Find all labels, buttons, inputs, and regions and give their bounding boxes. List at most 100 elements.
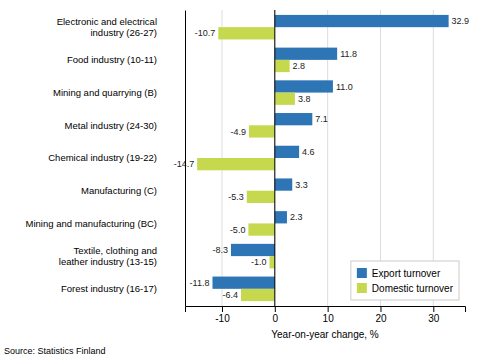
bar: [275, 15, 449, 27]
bar: [275, 60, 290, 72]
data-label: -1.0: [251, 257, 267, 267]
data-label: -5.0: [230, 225, 246, 235]
data-label: -8.3: [212, 245, 228, 255]
data-label: 32.9: [452, 16, 470, 26]
bar: [270, 256, 275, 268]
x-tick: 0: [273, 306, 279, 324]
y-tick-label: Food industry (10-11): [67, 54, 157, 65]
data-label: 3.3: [295, 180, 308, 190]
bar: [275, 80, 333, 92]
data-label: 4.6: [302, 147, 315, 157]
x-axis-title: Year-on-year change, %: [271, 329, 379, 340]
bar: [275, 113, 313, 125]
data-label: 2.3: [290, 212, 303, 222]
y-tick-label-line: Food industry (10-11): [67, 54, 157, 65]
bar: [248, 223, 274, 235]
data-label: 2.8: [293, 61, 306, 71]
plot: 32.9 11.8 11.0 7.1 4.6 3.3 2.3 -8.3 -11.8 -10.7 2.…: [26, 10, 470, 340]
data-label: -5.3: [228, 192, 244, 202]
y-tick: Mining and quarrying (B): [53, 87, 185, 98]
x-tick-mark: [275, 306, 276, 312]
bar-series: [197, 27, 295, 301]
bar: [249, 125, 275, 137]
y-tick-label-line: Metal industry (24-30): [65, 120, 157, 131]
x-tick-label: 20: [375, 313, 387, 324]
bar-series: [212, 15, 448, 289]
y-axis: Electronic and electricalindustry (26-27…: [26, 11, 186, 307]
data-label: -11.8: [190, 278, 210, 288]
bar: [275, 48, 337, 60]
y-tick: Textile, clothing andleather industry (1…: [59, 245, 185, 266]
bar: [212, 277, 274, 289]
zero-line: [274, 10, 275, 306]
data-label: 11.0: [336, 82, 353, 92]
bars: [197, 15, 448, 301]
x-tick-label: 30: [428, 313, 440, 324]
bar: [241, 289, 275, 301]
x-tick-mark: [380, 306, 381, 312]
x-tick-mark: [222, 306, 223, 312]
y-tick-label: Mining and quarrying (B): [53, 87, 157, 98]
chart: 32.9 11.8 11.0 7.1 4.6 3.3 2.3 -8.3 -11.8 -10.7 2.…: [0, 0, 493, 360]
bar: [275, 93, 295, 105]
data-label: -10.7: [195, 28, 216, 38]
x-tick-label: 0: [273, 313, 279, 324]
x-tick: 30: [428, 306, 440, 324]
legend-swatch: [357, 268, 367, 278]
y-axis-line: [185, 11, 186, 307]
data-label: 3.8: [298, 94, 311, 104]
y-tick-label-line: Manufacturing (C): [81, 185, 157, 196]
x-tick-label: 10: [323, 313, 335, 324]
y-tick: Manufacturing (C): [81, 185, 185, 196]
data-label: -14.7: [174, 159, 195, 169]
x-axis-line: [186, 307, 466, 313]
y-tick-label-line: Mining and manufacturing (BC): [26, 218, 157, 229]
data-label: -6.4: [222, 290, 238, 300]
y-tick-label-line: Electronic and electrical: [57, 16, 157, 27]
data-labels: 32.9 11.8 11.0 7.1 4.6 3.3 2.3 -8.3 -11.8 -10.7 2.…: [174, 16, 470, 300]
x-axis: -10 0 10 20 30: [186, 306, 466, 324]
data-label: 7.1: [315, 114, 328, 124]
x-tick-mark: [433, 306, 434, 312]
y-tick: Mining and manufacturing (BC): [26, 218, 185, 229]
annotation: Source: Statistics Finland: [4, 346, 106, 356]
bar: [218, 27, 275, 39]
y-tick-label-line: Forest industry (16-17): [61, 283, 157, 294]
y-tick-label-line: Mining and quarrying (B): [53, 87, 157, 98]
y-tick: Chemical industry (19-22): [48, 152, 185, 163]
legend-frame: [351, 261, 459, 300]
grid-line: [274, 10, 275, 306]
x-tick: -10: [215, 306, 230, 324]
bar: [275, 178, 292, 190]
y-tick: Food industry (10-11): [67, 54, 185, 65]
y-tick: Metal industry (24-30): [65, 120, 185, 131]
y-tick-label-line: Textile, clothing and: [74, 245, 157, 256]
y-tick-label: Chemical industry (19-22): [48, 152, 157, 163]
y-tick-label: Forest industry (16-17): [61, 283, 157, 294]
legend-label: Domestic turnover: [372, 283, 454, 294]
y-tick-label-line: leather industry (13-15): [59, 256, 157, 267]
y-tick: Forest industry (16-17): [61, 283, 185, 294]
x-tick-label: -10: [215, 313, 230, 324]
bar: [275, 146, 299, 158]
y-tick-label: Electronic and electricalindustry (26-27…: [57, 16, 157, 37]
data-label: -4.9: [230, 127, 246, 137]
y-tick-label: Manufacturing (C): [81, 185, 157, 196]
bar: [275, 211, 287, 223]
y-tick-label: Mining and manufacturing (BC): [26, 218, 157, 229]
x-tick-mark: [328, 306, 329, 312]
y-tick: Electronic and electricalindustry (26-27…: [57, 16, 185, 37]
bar: [231, 244, 275, 256]
x-tick: 20: [375, 306, 387, 324]
legend-label: Export turnover: [372, 268, 441, 279]
legend-swatch: [357, 283, 367, 293]
bar: [197, 158, 275, 170]
y-tick-label: Metal industry (24-30): [65, 120, 157, 131]
y-tick-label-line: Chemical industry (19-22): [48, 152, 157, 163]
data-label: 11.8: [340, 49, 357, 59]
x-tick: 10: [323, 306, 335, 324]
legend: Export turnover Domestic turnover: [351, 261, 459, 300]
bar: [247, 191, 275, 203]
y-tick-label: Textile, clothing andleather industry (1…: [59, 245, 157, 266]
y-tick-label-line: industry (26-27): [90, 27, 157, 38]
